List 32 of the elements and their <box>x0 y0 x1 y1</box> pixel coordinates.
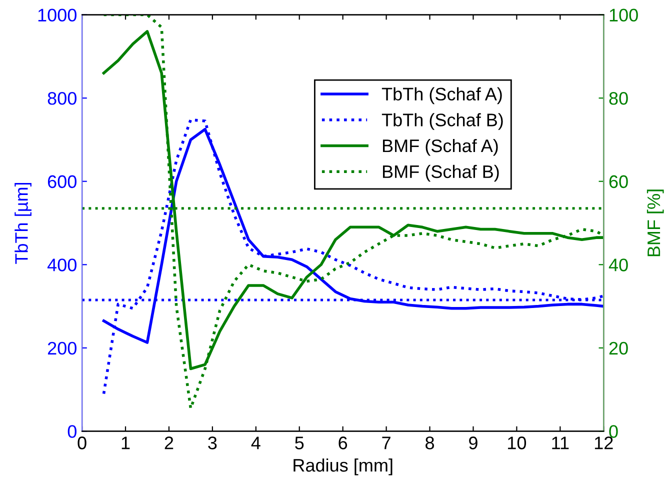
x-axis-title: Radius [mm] <box>294 458 392 476</box>
x-tick-label: 2 <box>164 436 174 450</box>
y2-tick-label: 80 <box>609 92 628 105</box>
legend-label: BMF (Schaf B) <box>383 164 499 182</box>
y2-axis-title: BMF [%] <box>646 190 664 256</box>
x-tick-label: 1 <box>122 436 130 450</box>
y-tick-label: 600 <box>48 175 76 188</box>
y-axis-title: TbTh [µm] <box>14 182 32 264</box>
y2-tick-label: 20 <box>609 342 628 355</box>
y2-tick-label: 0 <box>609 425 618 438</box>
legend-label: BMF (Schaf A) <box>383 138 498 156</box>
y2-tick-label: 60 <box>609 175 628 188</box>
x-tick-label: 6 <box>338 436 348 450</box>
x-tick-label: 3 <box>208 436 217 450</box>
x-tick-label: 12 <box>594 436 613 450</box>
x-tick-label: 5 <box>295 436 304 450</box>
x-tick-label: 10 <box>508 436 526 450</box>
legend-label: TbTh (Schaf A) <box>382 87 502 104</box>
y-tick-label: 0 <box>68 425 76 438</box>
x-tick-label: 8 <box>426 436 434 450</box>
y-tick-label: 400 <box>47 258 76 272</box>
x-tick-label: 0 <box>78 436 86 450</box>
y-tick-label: 200 <box>48 342 76 355</box>
y2-tick-label: 40 <box>608 258 628 272</box>
x-tick-label: 4 <box>251 436 260 450</box>
legend-label: TbTh (Schaf B) <box>382 113 503 130</box>
x-tick-label: 11 <box>552 436 569 450</box>
y2-tick-label: 100 <box>610 8 638 22</box>
y-tick-label: 800 <box>48 92 76 105</box>
x-tick-label: 9 <box>469 436 478 450</box>
x-tick-label: 7 <box>382 436 390 450</box>
y-tick-label: 1000 <box>38 8 76 22</box>
